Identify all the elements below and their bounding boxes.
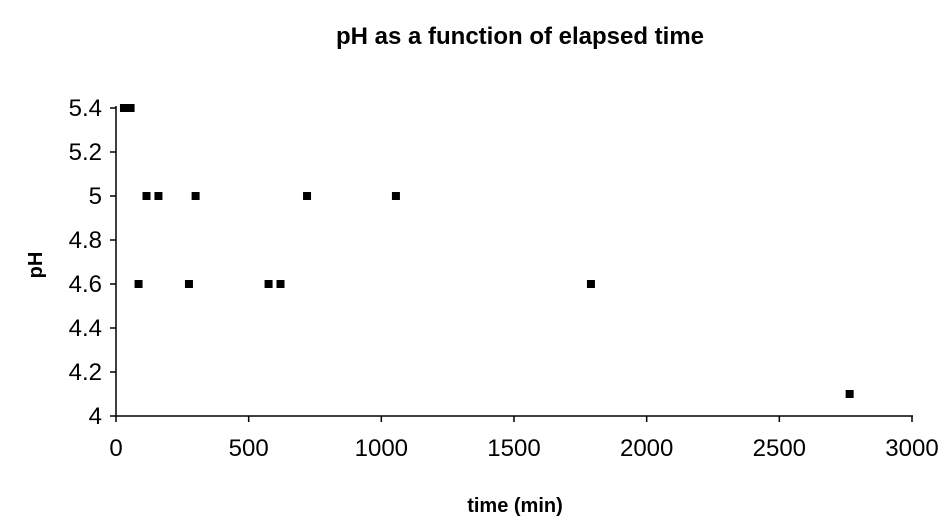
y-tick-label: 5.2 [69,139,102,166]
data-point [586,280,595,288]
data-point [134,280,143,288]
data-points [119,104,854,398]
data-point [142,192,151,200]
axes [115,106,913,417]
x-tick-label: 3000 [885,435,938,462]
data-point [264,280,273,288]
data-point [119,104,128,112]
data-point [303,192,312,200]
y-axis-title: pH [25,252,47,279]
data-point [845,390,854,398]
data-point [391,192,400,200]
data-point [126,104,135,112]
data-point [154,192,163,200]
x-tick-label: 2500 [753,435,806,462]
x-tick-label: 0 [109,435,122,462]
x-axis-title: time (min) [467,495,563,517]
data-point [276,280,285,288]
y-tick-label: 4.4 [69,315,102,342]
x-tick-label: 500 [229,435,269,462]
x-tick-label: 1000 [355,435,408,462]
y-tick-label: 5.4 [69,95,102,122]
y-tick-label: 4.8 [69,227,102,254]
x-ticks: 0 500 1000 1500 2000 2500 3000 [109,416,939,462]
y-ticks: 4 4.2 4.4 4.6 4.8 5 5.2 5.4 [69,95,116,430]
y-tick-label: 4 [89,403,102,430]
x-tick-label: 2000 [620,435,673,462]
y-tick-label: 5 [89,183,102,210]
y-tick-label: 4.2 [69,359,102,386]
chart-title: pH as a function of elapsed time [336,23,704,50]
y-tick-label: 4.6 [69,271,102,298]
x-tick-label: 1500 [487,435,540,462]
data-point [184,280,193,288]
data-point [191,192,200,200]
